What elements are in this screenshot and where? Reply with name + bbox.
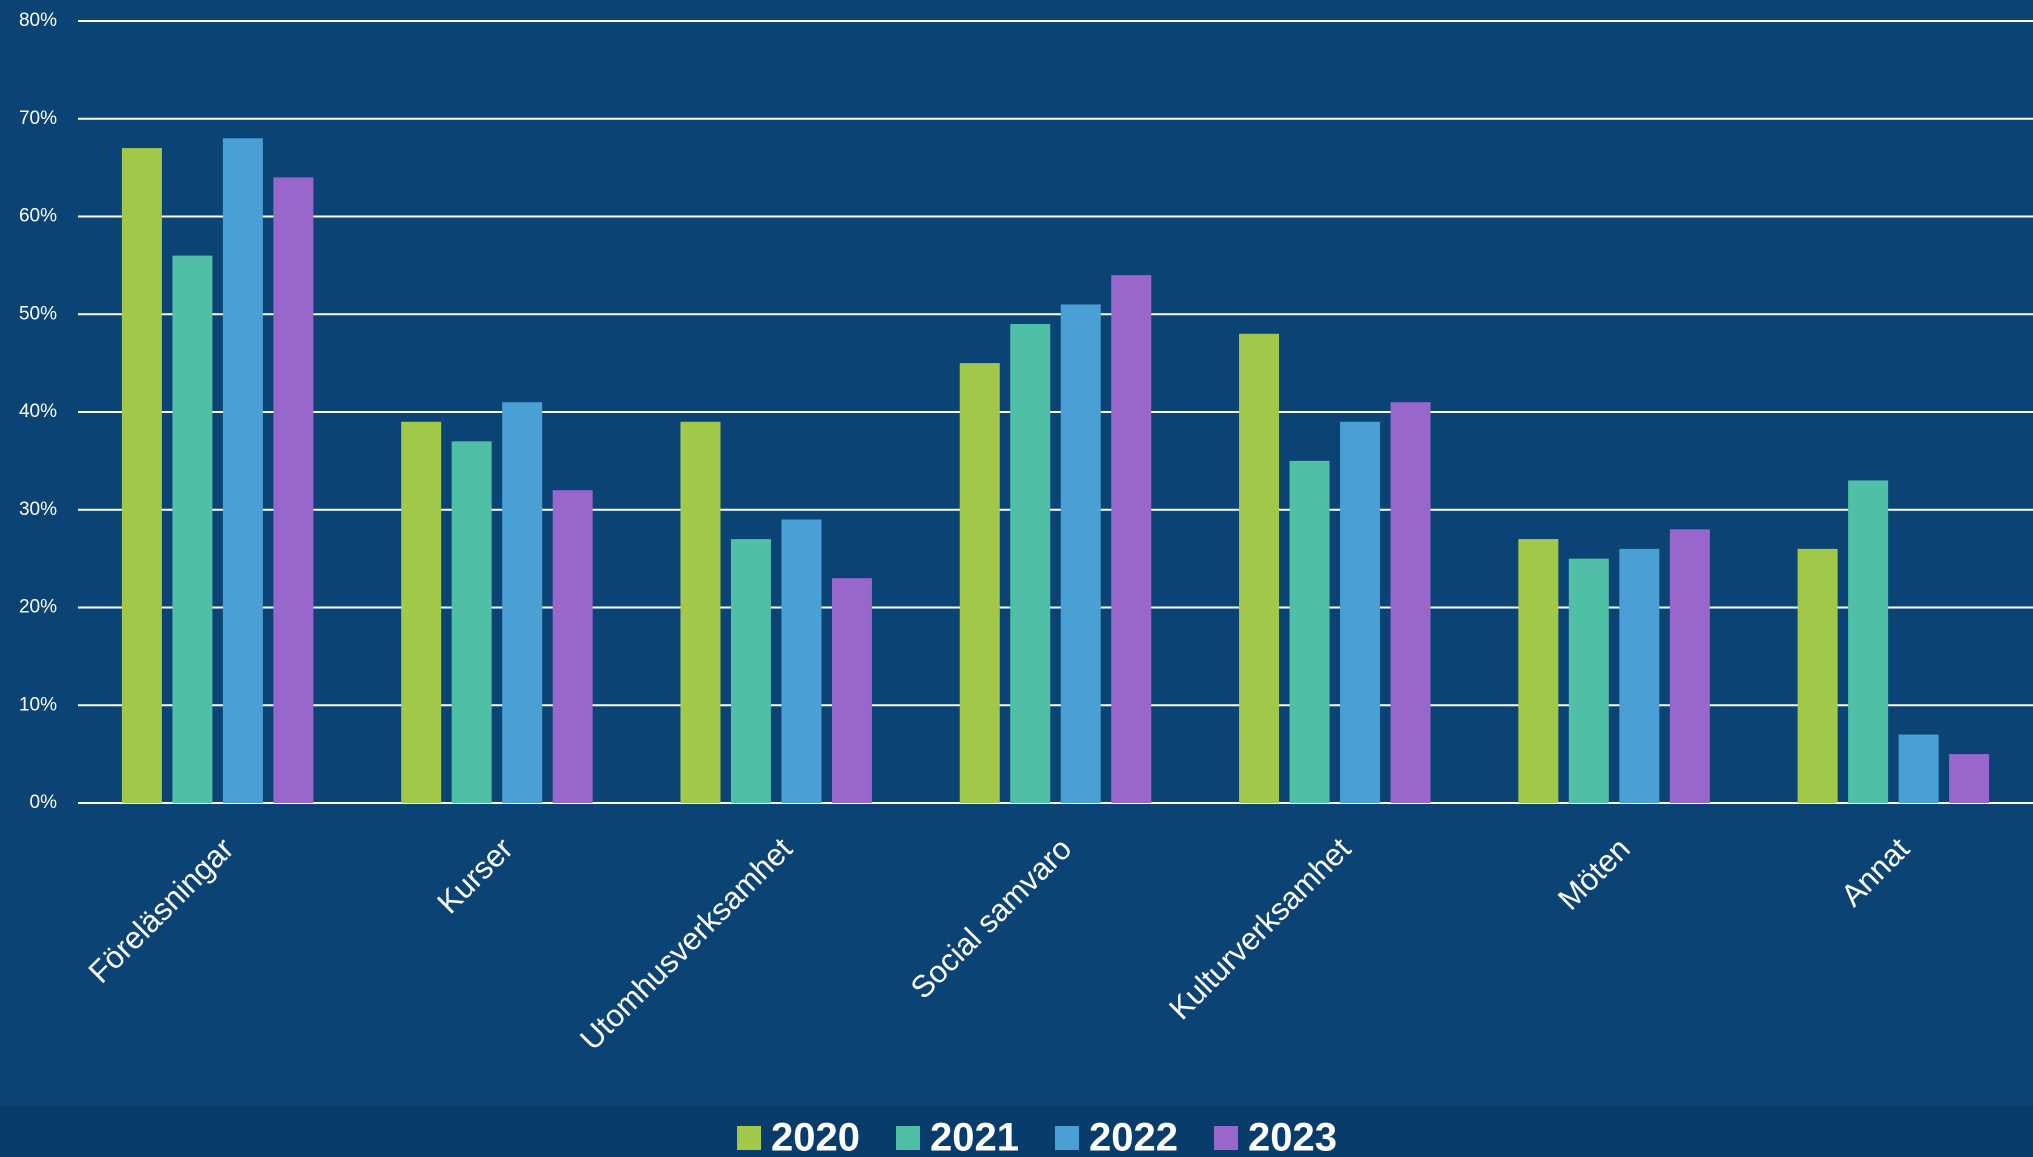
legend-label: 2023 <box>1248 1116 1337 1157</box>
legend-swatch <box>1055 1126 1079 1150</box>
y-tick-label: 50% <box>19 303 57 324</box>
bar <box>1239 333 1280 803</box>
footer-band <box>0 1105 2033 1157</box>
bar <box>1111 275 1152 803</box>
y-tick-label: 20% <box>19 597 57 618</box>
y-tick-label: 60% <box>19 206 57 227</box>
y-tick-label: 40% <box>19 401 57 422</box>
y-tick-label: 0% <box>30 792 58 813</box>
bar <box>680 421 721 803</box>
bar <box>1848 480 1889 803</box>
bar <box>552 490 593 803</box>
bar <box>1010 324 1051 803</box>
legend-label: 2021 <box>930 1116 1019 1157</box>
bar <box>959 363 1000 803</box>
bar <box>1518 539 1559 803</box>
bar <box>831 578 872 803</box>
bar <box>781 519 822 803</box>
bar <box>502 402 543 803</box>
y-tick-label: 30% <box>19 499 57 520</box>
bar <box>172 255 213 804</box>
y-tick-label: 10% <box>19 694 57 715</box>
legend-swatch <box>896 1126 921 1150</box>
bar <box>401 421 442 803</box>
bar <box>1619 548 1660 803</box>
bar <box>121 148 162 803</box>
legend-swatch <box>1213 1126 1238 1150</box>
bar <box>1340 421 1381 803</box>
legend-label: 2022 <box>1089 1116 1178 1157</box>
bar <box>222 138 263 804</box>
y-tick-label: 80% <box>19 10 57 31</box>
y-tick-label: 70% <box>19 108 57 129</box>
bar <box>273 177 314 803</box>
bar <box>1669 529 1710 803</box>
bar <box>1949 754 1990 803</box>
bar <box>1289 460 1330 803</box>
legend-label: 2020 <box>771 1116 860 1157</box>
legend-swatch <box>737 1126 762 1150</box>
bar <box>730 539 771 803</box>
bar <box>451 441 492 803</box>
bar <box>1390 402 1431 803</box>
bar <box>1797 548 1838 803</box>
bar <box>1898 734 1939 803</box>
bar <box>1060 304 1101 803</box>
bar <box>1568 558 1609 803</box>
